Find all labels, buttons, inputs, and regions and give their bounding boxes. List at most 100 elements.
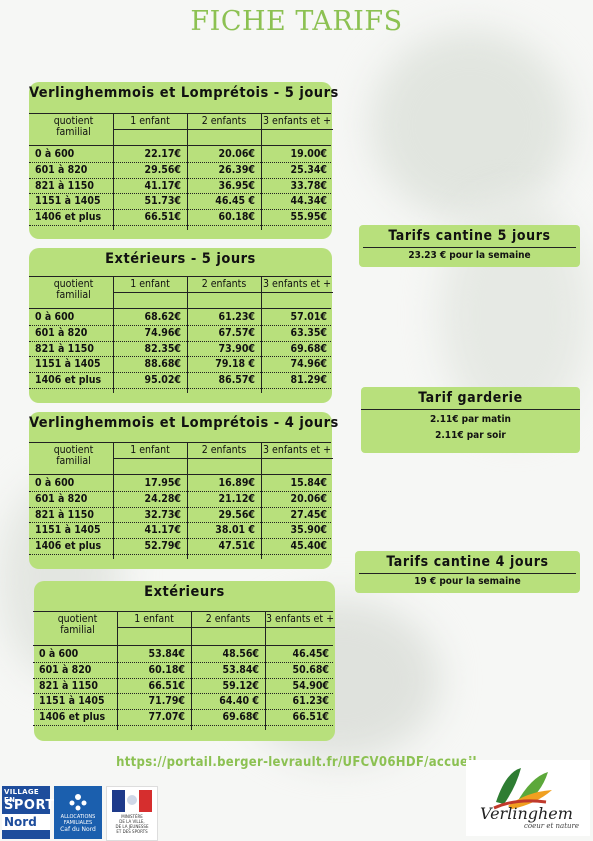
logo-text: Caf [60, 826, 71, 833]
row-divider [29, 522, 331, 524]
column-rule [113, 442, 114, 559]
price-cell: 15.84€ [290, 477, 327, 489]
price-cell: 57.01€ [290, 311, 327, 323]
logo-text: Caf du Nord [54, 826, 102, 833]
row-label: 1151 à 1405 [35, 358, 101, 371]
row-label: 0 à 600 [35, 311, 75, 323]
card-title: Extérieurs [144, 584, 225, 600]
qf-header: quotient familial [57, 613, 98, 636]
info-text: 2.11€ par matin [430, 414, 511, 425]
row-divider [29, 554, 331, 555]
row-divider [29, 372, 331, 374]
marianne-flag-icon [112, 790, 152, 812]
tariff-card-exterieurs: Extérieurs [34, 581, 335, 741]
verlinghem-emblem-icon [493, 768, 552, 810]
column-header: 3 enfants et + [266, 613, 334, 625]
price-cell: 63.35€ [290, 326, 327, 339]
row-divider [33, 677, 333, 679]
divider [363, 247, 576, 248]
price-cell: 35.90€ [290, 524, 327, 537]
row-divider [29, 340, 331, 342]
price-cell: 53.84€ [222, 663, 259, 676]
price-cell: 74.96€ [290, 358, 327, 371]
row-label: 821 à 1150 [35, 179, 94, 192]
column-rule [187, 113, 188, 230]
info-title: Tarifs cantine 4 jours [386, 554, 549, 570]
info-text: 2.11€ par soir [435, 430, 506, 441]
row-label: 1406 et plus [35, 374, 102, 387]
price-cell: 16.89€ [218, 477, 255, 489]
price-cell: 81.29€ [290, 374, 327, 387]
divider [359, 573, 576, 574]
column-header: 3 enfants et + [263, 115, 331, 127]
price-cell: 51.73€ [144, 195, 181, 208]
row-divider [29, 209, 331, 211]
price-cell: 21.12€ [218, 492, 255, 505]
price-cell: 29.56€ [144, 163, 181, 176]
logo-text: SPORT [4, 798, 55, 813]
logo-text: VILLAGE EN [4, 788, 39, 804]
price-cell: 41.17€ [144, 524, 181, 537]
qf-header: quotient familial [53, 278, 94, 301]
price-cell: 27.45€ [290, 508, 327, 521]
column-rule [113, 276, 114, 393]
price-cell: 66.51€ [292, 711, 329, 724]
price-cell: 44.34€ [290, 195, 327, 208]
price-cell: 69.68€ [222, 711, 259, 724]
price-cell: 33.78€ [290, 179, 327, 192]
logo-text: ALLOCATIONS FAMILIALES [60, 814, 96, 826]
column-header: 1 enfant [130, 278, 170, 290]
row-label: 601 à 820 [35, 163, 88, 176]
price-cell: 22.17€ [144, 148, 181, 160]
logo-text: Nord [2, 814, 50, 830]
card-title: Verlinghemmois et Lomprétois - 4 jours [29, 415, 339, 431]
qf-header: quotient familial [53, 115, 94, 138]
table-rule [29, 474, 331, 475]
price-cell: 86.57€ [218, 374, 255, 387]
caf-emblem-icon [69, 794, 87, 811]
price-cell: 32.73€ [144, 508, 181, 521]
table-rule [33, 611, 333, 612]
portal-link[interactable]: https://portail.berger-levrault.fr/UFCV0… [116, 755, 477, 770]
column-rule [113, 113, 114, 230]
row-divider [29, 161, 331, 163]
table-rule [113, 129, 333, 130]
logo-text: coeur et nature [524, 822, 580, 830]
table-rule [29, 276, 331, 277]
price-cell: 20.06€ [290, 492, 327, 505]
republique-francaise-logo: MINISTÈRE DE LA VILLE, DE LA JEUNESSE ET… [106, 786, 158, 841]
column-rule [117, 611, 118, 730]
price-cell: 66.51€ [148, 679, 185, 692]
info-title: Tarif garderie [418, 390, 523, 406]
qf-header: quotient familial [53, 444, 94, 467]
column-header: 1 enfant [134, 613, 174, 625]
price-cell: 66.51€ [144, 211, 181, 224]
row-label: 821 à 1150 [35, 508, 94, 521]
price-cell: 79.18 € [215, 358, 255, 371]
table-rule [29, 308, 331, 309]
row-label: 1406 et plus [35, 540, 102, 553]
row-label: 601 à 820 [39, 663, 92, 676]
info-box-garderie: Tarif garderie 2.11€ par matin 2.11€ par… [361, 387, 580, 453]
row-divider [29, 490, 331, 492]
price-cell: 19.00€ [290, 148, 327, 160]
row-label: 1151 à 1405 [39, 695, 105, 708]
info-title: Tarifs cantine 5 jours [388, 228, 551, 244]
price-cell: 20.06€ [218, 148, 255, 160]
column-rule [261, 276, 262, 393]
table-rule [113, 458, 333, 459]
price-cell: 73.90€ [218, 342, 255, 355]
verlinghem-logo: Verlinghem coeur et nature [466, 760, 590, 836]
row-label: 1406 et plus [35, 211, 102, 224]
price-cell: 36.95€ [218, 179, 255, 192]
column-rule [187, 276, 188, 393]
row-label: 0 à 600 [35, 148, 75, 160]
village-en-sport-logo: VILLAGE EN SPORT Nord [2, 786, 54, 839]
price-cell: 88.68€ [144, 358, 181, 371]
row-divider [29, 225, 331, 226]
logo-text: MINISTÈRE DE LA VILLE, DE LA JEUNESSE ET… [115, 814, 149, 834]
price-cell: 53.84€ [148, 648, 185, 660]
row-divider [29, 177, 331, 179]
row-divider [33, 709, 333, 711]
price-cell: 54.90€ [292, 679, 329, 692]
